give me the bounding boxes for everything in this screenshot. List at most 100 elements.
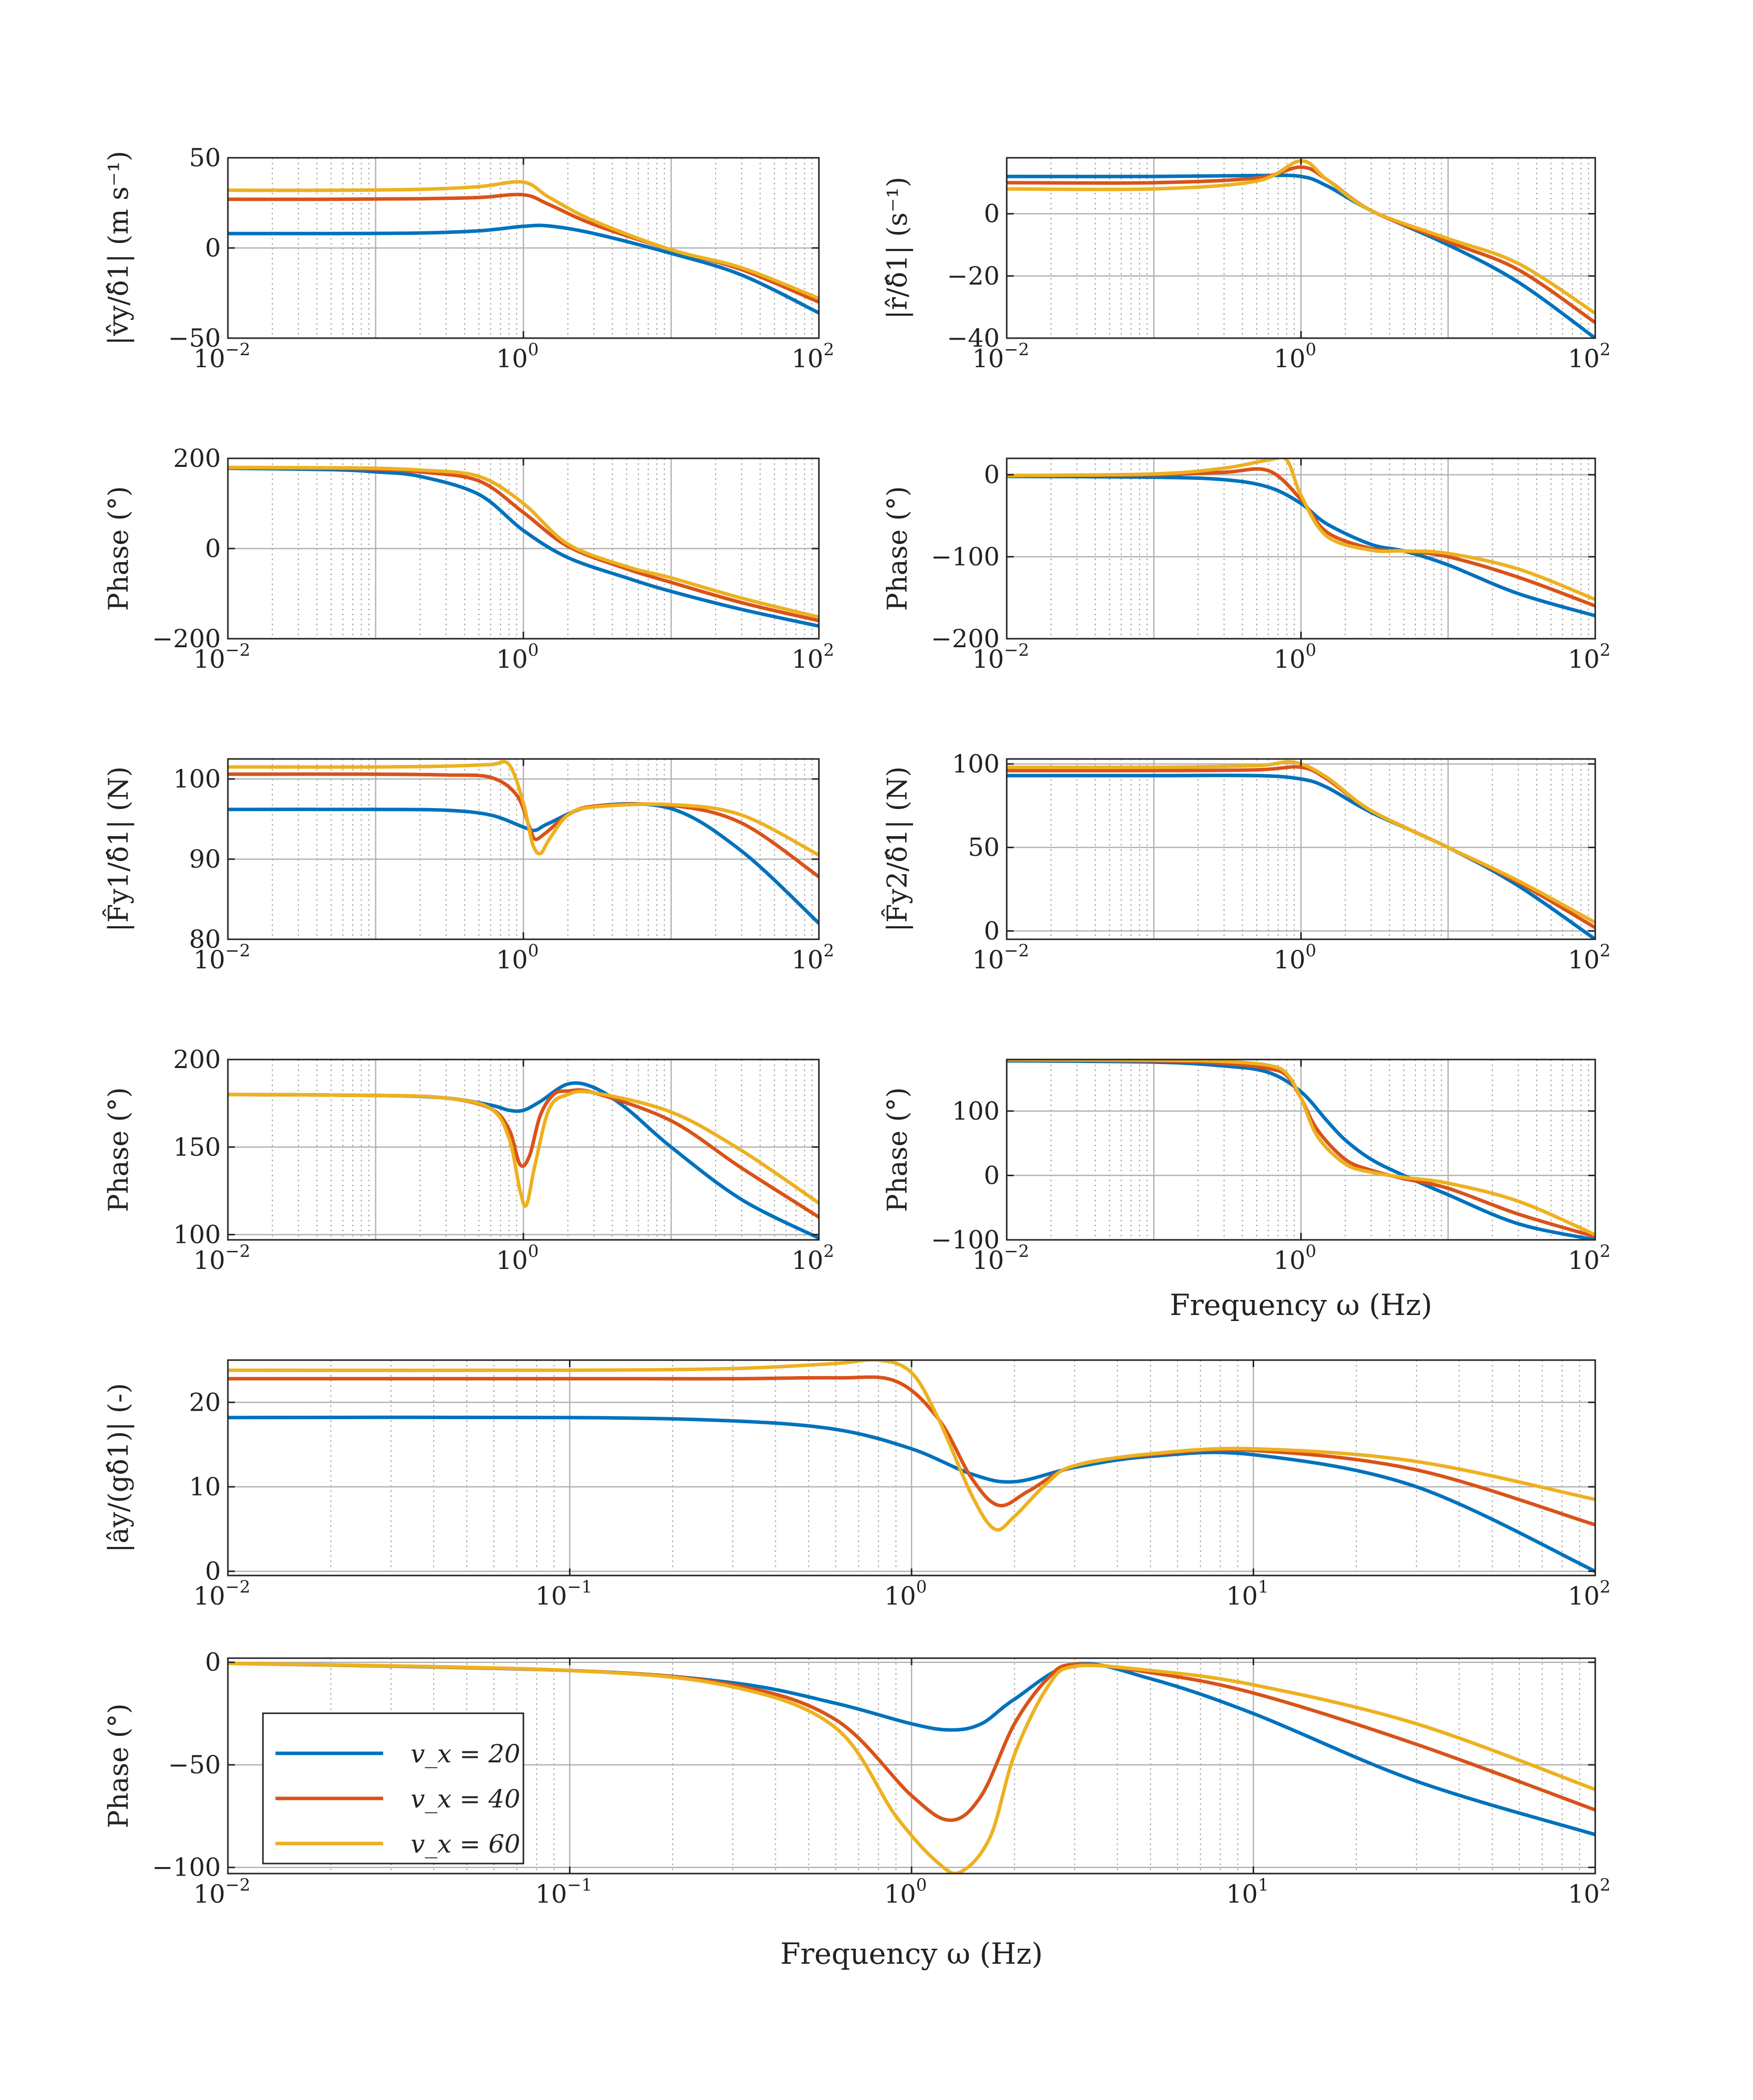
y-tick-label: 100	[952, 1097, 1000, 1126]
y-tick-label: −200	[152, 624, 221, 653]
series-line-vx60	[228, 1360, 1595, 1532]
series-group	[1007, 159, 1595, 338]
x-tick-label: 102	[791, 941, 834, 974]
x-tick-label: 10−2	[972, 941, 1029, 974]
x-tick-label: 102	[791, 1241, 834, 1275]
tick-marks	[227, 1658, 1596, 1874]
series-line-vx60	[228, 465, 819, 619]
panel-fy1-mag: 10−2 100 102 80 90 100 |F̂y1/δ̂1| (N)	[102, 758, 834, 974]
y-tick-label: 150	[173, 1133, 221, 1162]
series-group	[228, 1081, 819, 1240]
y-tick-label: 50	[968, 833, 1000, 862]
x-tick-label: 101	[1226, 1577, 1269, 1611]
y-tick-label: 0	[984, 1161, 1000, 1190]
x-tick-label: 100	[1274, 941, 1316, 974]
x-tick-label: 100	[884, 1577, 927, 1611]
y-tick-label: 200	[173, 1045, 221, 1074]
series-group	[1007, 458, 1595, 618]
x-tick-label: 10−2	[193, 941, 250, 974]
series-line-vx40	[228, 772, 819, 879]
panel-fy2-mag: 10−2 100 102 0 50 100 |F̂y2/δ̂1| (N)	[881, 749, 1610, 974]
y-tick-label: −100	[931, 1225, 1000, 1254]
x-tick-label: 10−2	[972, 340, 1029, 373]
grid	[1007, 158, 1595, 338]
tick-marks	[227, 457, 820, 640]
tick-marks	[227, 1360, 1596, 1576]
panel-fy2-phase: 10−2 100 102 −100 0 100 Phase (°) Frequency ω (…	[882, 1059, 1611, 1322]
x-tick-label: 100	[496, 941, 538, 974]
y-axis-label: Phase (°)	[882, 486, 913, 611]
series-line-vx20	[228, 223, 819, 315]
x-tick-label: 100	[1274, 640, 1316, 674]
series-line-vx60	[228, 759, 819, 857]
series-line-vx60	[1007, 1060, 1595, 1237]
panel-vy-mag: 10−2 100 102 −50 0 50 |v̂y/δ̂1| (m s⁻¹)	[103, 143, 834, 373]
y-tick-label: 0	[205, 534, 221, 563]
series-line-vx20	[1007, 173, 1595, 338]
y-tick-label: 20	[189, 1388, 221, 1417]
series-line-vx60	[1007, 159, 1595, 315]
y-axis-label: Phase (°)	[103, 1703, 134, 1828]
tick-marks	[1006, 458, 1596, 640]
panel-r-mag: 10−2 100 102 −40 −20 0 |r̂/δ̂1| (s⁻¹)	[882, 157, 1611, 373]
y-axis-label: |ây/(gδ̂1)| (-)	[103, 1383, 134, 1552]
grid	[1007, 759, 1595, 939]
tick-marks	[227, 759, 820, 940]
y-tick-label: 100	[173, 764, 221, 794]
y-tick-label: 0	[984, 199, 1000, 228]
series-line-vx20	[1007, 474, 1595, 618]
series-group	[228, 1661, 1595, 1874]
x-tick-label: 102	[1568, 1241, 1610, 1275]
series-group	[1007, 1060, 1595, 1240]
legend: v_x = 20 v_x = 40 v_x = 60	[262, 1712, 524, 1865]
x-tick-label: 100	[1274, 1241, 1316, 1275]
series-group	[1007, 760, 1595, 939]
x-tick-label: 10−2	[193, 1875, 250, 1909]
legend-label-vx40: v_x = 40	[411, 1784, 520, 1813]
y-tick-label: 100	[173, 1220, 221, 1249]
y-tick-label: 0	[984, 916, 1000, 945]
series-group	[228, 180, 819, 315]
y-tick-label: 200	[173, 444, 221, 473]
tick-marks	[227, 157, 820, 339]
legend-label-vx20: v_x = 20	[411, 1739, 520, 1768]
x-tick-label: 10−1	[535, 1577, 593, 1611]
series-group	[228, 465, 819, 628]
grid	[228, 759, 819, 939]
series-group	[228, 759, 819, 925]
series-line-vx20	[1007, 773, 1595, 939]
y-tick-label: 50	[189, 143, 221, 172]
series-line-vx20	[228, 466, 819, 628]
y-tick-label: 10	[189, 1472, 221, 1501]
series-line-vx20	[228, 1415, 1595, 1573]
series-line-vx60	[1007, 760, 1595, 925]
x-tick-label: 100	[496, 640, 538, 674]
x-tick-label: 10−2	[193, 1241, 250, 1275]
series-line-vx60	[1007, 458, 1595, 601]
legend-label-vx60: v_x = 60	[411, 1829, 520, 1859]
y-tick-label: −200	[931, 624, 1000, 653]
x-tick-label: 10−2	[972, 1241, 1029, 1275]
panel-r-phase: 10−2 100 102 −200 −100 0 Phase (°)	[882, 457, 1611, 674]
x-tick-label: 102	[791, 340, 834, 373]
tick-marks	[1006, 158, 1596, 339]
tick-marks	[1006, 759, 1596, 939]
y-tick-label: −40	[947, 324, 1000, 353]
y-axis-label: |r̂/δ̂1| (s⁻¹)	[882, 177, 913, 319]
x-tick-label: 10−2	[193, 1577, 250, 1611]
legend-box	[262, 1712, 524, 1865]
y-tick-label: −100	[152, 1853, 221, 1882]
y-tick-label: 0	[205, 233, 221, 262]
y-tick-label: −50	[168, 324, 221, 353]
y-tick-label: 80	[189, 925, 221, 954]
x-tick-label: 101	[1226, 1875, 1269, 1909]
series-group	[228, 1360, 1595, 1573]
x-tick-label: 100	[496, 1241, 538, 1275]
y-axis-label: |F̂y1/δ̂1| (N)	[102, 766, 134, 932]
grid	[228, 1360, 1595, 1576]
y-tick-label: 100	[952, 749, 1000, 778]
y-tick-label: −50	[168, 1750, 221, 1779]
y-tick-label: 0	[984, 460, 1000, 489]
